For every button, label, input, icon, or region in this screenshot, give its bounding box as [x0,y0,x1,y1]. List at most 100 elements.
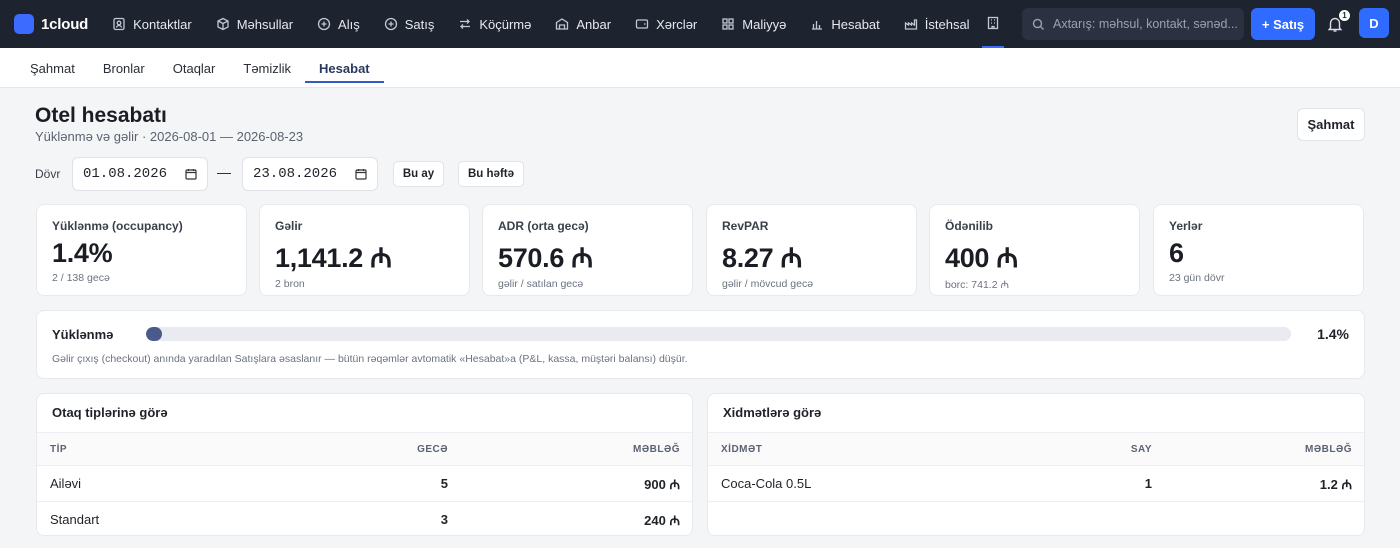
nav-item-label: İstehsal [924,16,970,32]
kpi-hint: borc: 741.2 ₼ [945,279,1009,291]
calendar-icon[interactable] [355,168,367,180]
kpi-places: Yerlər 6 23 gün dövr [1153,204,1364,296]
table-row: Ailəvi 5 900 ₼ [37,466,692,502]
bar-chart-icon [810,17,824,31]
column-header-type: TİP [50,443,68,455]
chess-button[interactable]: Şahmat [1297,108,1365,141]
date-from-value: 01.08.2026 [83,166,168,182]
nav-item-purchase[interactable]: Alış [305,0,372,48]
tab-report[interactable]: Hesabat [305,48,384,88]
date-separator: — [217,164,231,180]
nav-item-label: Hesabat [831,16,880,32]
kpi-hint: gəlir / satılan gecə [498,278,584,290]
column-header-count: SAY [1130,443,1152,455]
page-subtitle: Yüklənmə və gəlir · 2026-08-01 — 2026-08… [35,129,304,144]
calendar-icon[interactable] [185,168,197,180]
nav-item-label: Anbar [576,16,612,32]
avatar[interactable]: D [1359,8,1389,38]
this-week-button[interactable]: Bu həftə [458,161,524,187]
kpi-label: Ödənilib [945,219,993,233]
cell-nights: 3 [440,512,448,527]
occupancy-label: Yüklənmə [52,327,114,342]
search-box[interactable] [1022,8,1244,40]
transfer-icon [458,17,472,31]
date-to-input[interactable]: 23.08.2026 [242,157,378,191]
kpi-value: 570.6 ₼ [498,243,593,273]
date-to-value: 23.08.2026 [253,166,338,182]
nav-item-label: Məhsullar [236,16,294,32]
factory-icon [904,17,918,31]
logo-mark-icon [14,14,34,34]
occupancy-percent: 1.4% [1317,326,1349,342]
page-title: Otel hesabatı [35,104,167,127]
nav-item-label: Köçürmə [479,16,532,32]
nav-item-expenses[interactable]: Xərclər [623,0,709,48]
cell-nights: 5 [440,476,448,491]
plus-circle-icon [317,17,331,31]
nav-item-reports[interactable]: Hesabat [798,0,891,48]
kpi-occupancy: Yüklənmə (occupancy) 1.4% 2 / 138 gecə [36,204,247,296]
nav-item-contacts[interactable]: Kontaktlar [100,0,204,48]
nav-item-transfer[interactable]: Köçürmə [446,0,543,48]
kpi-label: Gəlir [275,219,303,233]
occupancy-note: Gəlir çıxış (checkout) anında yaradılan … [52,353,688,365]
kpi-value: 1.4% [52,238,113,268]
table-title: Xidmətlərə görə [723,405,822,420]
this-month-button[interactable]: Bu ay [393,161,444,187]
nav-item-hotel[interactable] [981,0,1004,48]
cell-count: 1 [1144,476,1152,491]
column-header-service: XİDMƏT [721,443,763,455]
table-title: Otaq tiplərinə görə [52,405,168,420]
occupancy-panel: Yüklənmə 1.4% Gəlir çıxış (checkout) anı… [36,310,1365,379]
contacts-icon [112,17,126,31]
cell-type: Standart [50,512,100,527]
kpi-value: 8.27 ₼ [722,243,803,273]
column-header-nights: GECƏ [417,443,448,455]
main-nav: Kontaktlar Məhsullar Alış Satış Köçürmə … [100,0,1004,48]
brand-logo[interactable]: 1cloud [14,14,88,34]
kpi-hint: 23 gün dövr [1169,272,1225,284]
tab-bookings[interactable]: Bronlar [102,60,145,76]
kpi-revenue: Gəlir 1,141.2 ₼ 2 bron [259,204,470,296]
nav-item-production[interactable]: İstehsal [892,0,982,48]
occupancy-progress-track [146,327,1291,341]
search-icon [1032,18,1045,31]
tab-cleaning[interactable]: Təmizlik [243,60,292,76]
kpi-value: 1,141.2 ₼ [275,243,392,273]
nav-item-warehouse[interactable]: Anbar [543,0,623,48]
cell-type: Ailəvi [50,476,82,491]
kpi-label: Yüklənmə (occupancy) [52,219,183,233]
nav-item-sales[interactable]: Satış [372,0,447,48]
tab-chess[interactable]: Şahmat [30,60,75,76]
bell-icon[interactable] [1326,12,1348,36]
date-from-input[interactable]: 01.08.2026 [72,157,208,191]
building-icon [986,16,1000,30]
services-table: Xidmətlərə görə XİDMƏT SAY MƏBLƏĞ Coca-C… [707,393,1365,536]
plus-circle-icon [384,17,398,31]
search-input[interactable] [1053,17,1243,31]
occupancy-progress-fill [146,327,163,341]
kpi-value: 6 [1169,238,1184,268]
top-navbar: 1cloud Kontaktlar Məhsullar Alış Satış K… [0,0,1400,48]
table-row: Coca-Cola 0.5L 1 1.2 ₼ [708,466,1364,502]
nav-item-label: Maliyyə [742,16,787,32]
kpi-value: 400 ₼ [945,243,1018,273]
tab-rooms[interactable]: Otaqlar [172,60,216,76]
kpi-label: ADR (orta gecə) [498,219,589,233]
warehouse-icon [555,17,569,31]
box-icon [216,17,230,31]
room-types-table: Otaq tiplərinə görə TİP GECƏ MƏBLƏĞ Ailə… [36,393,693,536]
column-header-amount: MƏBLƏĞ [633,443,680,455]
nav-item-finance[interactable]: Maliyyə [709,0,798,48]
table-header: XİDMƏT SAY MƏBLƏĞ [708,432,1364,466]
table-header: TİP GECƏ MƏBLƏĞ [37,432,692,466]
kpi-label: Yerlər [1169,219,1203,233]
kpi-label: RevPAR [722,219,769,233]
cell-amount: 1.2 ₼ [1319,476,1352,492]
table-row: Standart 3 240 ₼ [37,502,692,535]
new-sale-button[interactable]: + Satış [1251,8,1315,40]
nav-item-products[interactable]: Məhsullar [204,0,305,48]
column-header-amount: MƏBLƏĞ [1305,443,1352,455]
kpi-hint: 2 bron [275,278,305,290]
wallet-icon [635,17,649,31]
